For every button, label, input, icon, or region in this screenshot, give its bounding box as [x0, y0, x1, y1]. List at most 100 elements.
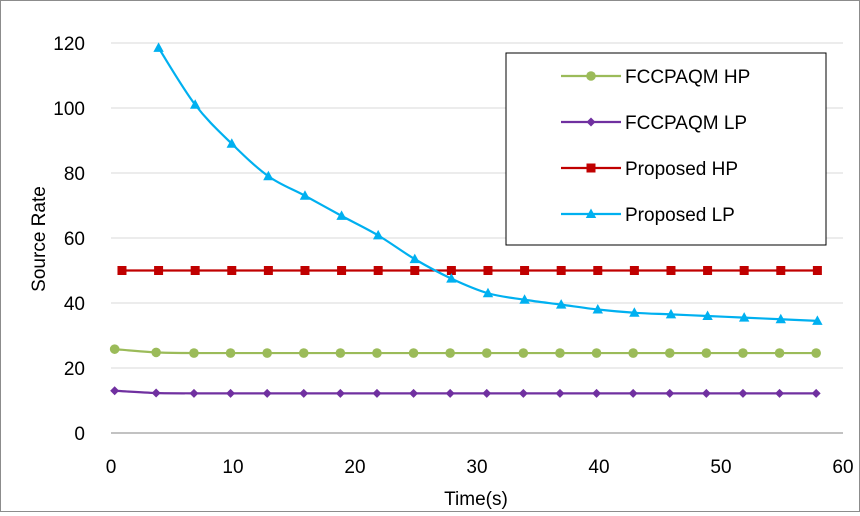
- x-axis-title: Time(s): [444, 489, 508, 510]
- legend-marker: [586, 117, 596, 127]
- gridlines: [111, 42, 843, 434]
- data-point: [151, 388, 161, 398]
- legend: FCCPAQM HP FCCPAQM LP Proposed HP Proposed …: [505, 52, 827, 246]
- y-tick-label: 120: [53, 34, 85, 55]
- data-point: [263, 170, 274, 181]
- legend-label: FCCPAQM HP: [625, 67, 750, 88]
- series-2: [110, 386, 821, 398]
- data-point: [629, 307, 640, 317]
- x-tick-label: 20: [344, 457, 365, 478]
- data-point: [555, 388, 565, 398]
- data-point: [408, 348, 419, 358]
- data-point: [520, 266, 530, 275]
- legend-entry: Proposed LP: [561, 205, 735, 226]
- x-tick-label: 50: [710, 457, 731, 478]
- data-point: [372, 229, 384, 240]
- x-tick-label: 60: [832, 457, 853, 478]
- data-point: [109, 344, 120, 354]
- data-point: [410, 266, 420, 275]
- data-point: [702, 310, 713, 320]
- data-point: [664, 348, 675, 358]
- data-point: [665, 388, 675, 398]
- x-tick-label: 30: [466, 457, 487, 478]
- data-point: [189, 99, 201, 109]
- series-3: [117, 266, 822, 275]
- data-point: [701, 348, 712, 358]
- data-point: [776, 266, 786, 275]
- data-point: [811, 388, 821, 398]
- x-tick-label: 0: [106, 457, 117, 478]
- data-point: [666, 266, 676, 275]
- data-point: [226, 388, 236, 398]
- data-point: [151, 347, 161, 358]
- data-point: [446, 273, 457, 283]
- legend-label: Proposed LP: [625, 205, 735, 226]
- legend-marker: [586, 163, 596, 173]
- data-point: [592, 304, 603, 314]
- data-point: [225, 348, 236, 358]
- data-point: [775, 388, 785, 398]
- data-point: [593, 266, 603, 275]
- legend-marker: [585, 208, 597, 218]
- data-point: [337, 266, 347, 275]
- data-point: [481, 348, 492, 358]
- data-point: [518, 388, 528, 398]
- legend-marker: [586, 71, 596, 81]
- series-layer: [109, 42, 823, 398]
- series-4: [153, 42, 823, 325]
- data-point: [372, 388, 382, 398]
- legend-entry: FCCPAQM LP: [561, 113, 747, 134]
- data-point: [335, 348, 346, 358]
- data-point: [446, 266, 456, 275]
- legend-box: [505, 52, 827, 246]
- y-axis-title: Source Rate: [29, 186, 50, 292]
- data-point: [556, 266, 566, 275]
- data-point: [263, 266, 273, 275]
- y-tick-label: 40: [64, 294, 85, 315]
- legend-entry: Proposed HP: [561, 159, 738, 180]
- legend-label: Proposed HP: [625, 159, 738, 180]
- data-point: [812, 315, 823, 325]
- data-point: [336, 210, 347, 220]
- data-point: [190, 266, 200, 275]
- data-point: [189, 388, 199, 398]
- data-point: [262, 388, 272, 398]
- data-point: [445, 348, 455, 358]
- data-point: [482, 287, 494, 298]
- data-point: [110, 386, 120, 396]
- data-point: [298, 348, 309, 358]
- data-point: [518, 348, 529, 358]
- data-point: [812, 266, 822, 275]
- data-point: [299, 388, 309, 398]
- data-point: [300, 266, 310, 275]
- y-tick-label: 0: [74, 424, 85, 445]
- data-point: [592, 388, 602, 398]
- x-tick-label: 40: [588, 457, 609, 478]
- data-point: [409, 253, 420, 264]
- data-point: [335, 388, 345, 398]
- data-point: [445, 388, 455, 398]
- y-tick-labels: 0 20 40 60 80 100 120: [53, 34, 85, 445]
- x-tick-label: 10: [222, 457, 243, 478]
- data-point: [299, 190, 311, 200]
- data-point: [555, 348, 565, 358]
- legend-entry: FCCPAQM HP: [561, 67, 750, 88]
- data-point: [775, 313, 786, 324]
- data-point: [738, 348, 748, 358]
- data-point: [483, 266, 493, 275]
- data-point: [153, 42, 164, 52]
- data-point: [628, 348, 638, 358]
- y-tick-label: 60: [64, 229, 85, 250]
- data-point: [154, 266, 164, 275]
- data-point: [262, 348, 272, 358]
- data-point: [738, 312, 750, 322]
- data-point: [226, 138, 237, 148]
- legend-label: FCCPAQM LP: [625, 113, 747, 134]
- data-point: [555, 299, 567, 309]
- data-point: [227, 266, 237, 275]
- data-point: [373, 266, 383, 275]
- data-point: [628, 388, 638, 398]
- x-tick-labels: 0 10 20 30 40 50 60: [106, 457, 854, 478]
